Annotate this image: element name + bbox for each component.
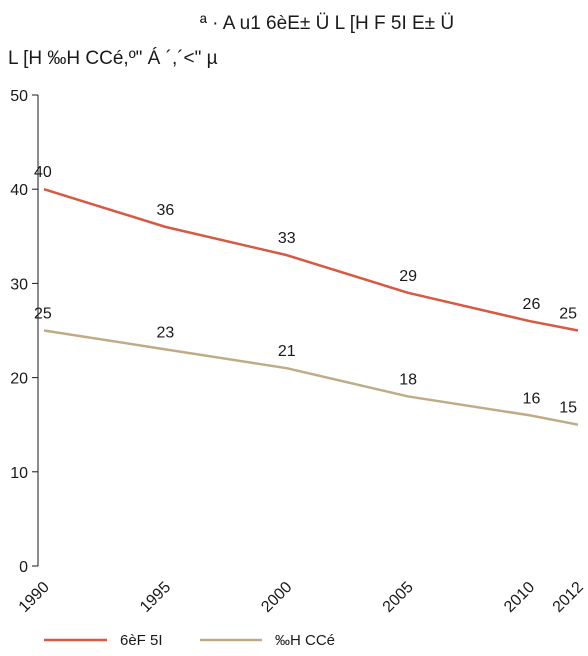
- x-tick-label: 2000: [258, 579, 295, 616]
- legend-label-1: 6èF 5I: [120, 632, 163, 649]
- data-label: 36: [156, 202, 174, 219]
- chart-title: ª · A u1 6èE± Ü L [H F 5I E± Ü L [H ‰H C…: [8, 13, 454, 69]
- y-tick-label: 20: [10, 371, 28, 388]
- series-lines: [43, 188, 579, 426]
- x-axis-ticks: 1990 1995 2000 2005 2010 2012: [16, 579, 587, 616]
- data-label: 18: [399, 371, 417, 388]
- y-tick-label: 10: [10, 465, 28, 482]
- y-tick-label: 0: [19, 559, 28, 576]
- data-label: 16: [523, 390, 541, 407]
- data-label: 21: [278, 343, 296, 360]
- y-tick-label: 40: [10, 182, 28, 199]
- data-label: 25: [34, 306, 52, 323]
- x-tick-label: 2012: [550, 579, 587, 616]
- data-label: 40: [34, 164, 52, 181]
- data-label: 29: [399, 268, 417, 285]
- series-line-2: [43, 329, 579, 426]
- data-label: 23: [156, 324, 174, 341]
- y-tick-label: 50: [10, 88, 28, 105]
- data-label: 33: [278, 230, 296, 247]
- data-label: 26: [523, 296, 541, 313]
- x-tick-label: 2005: [380, 579, 417, 616]
- series-line-1: [43, 188, 579, 332]
- data-label: 25: [559, 306, 577, 323]
- y-tick-label: 30: [10, 276, 28, 293]
- legend: 6èF 5I ‰H CCé: [44, 632, 335, 649]
- x-tick-label: 1995: [137, 579, 174, 616]
- chart-title-line-2: L [H ‰H CCé,º" Á ´,´<" µ: [8, 48, 218, 69]
- x-tick-label: 2010: [501, 579, 538, 616]
- y-axis-ticks: 0 10 20 30 40 50: [10, 88, 38, 576]
- data-label: 15: [559, 400, 577, 417]
- chart-title-line-1: ª · A u1 6èE± Ü L [H F 5I E± Ü: [200, 13, 454, 34]
- x-tick-label: 1990: [16, 579, 53, 616]
- data-labels: 40 36 33 29 26 25 25 23 21 18 16 15: [34, 164, 577, 417]
- legend-label-2: ‰H CCé: [275, 632, 335, 649]
